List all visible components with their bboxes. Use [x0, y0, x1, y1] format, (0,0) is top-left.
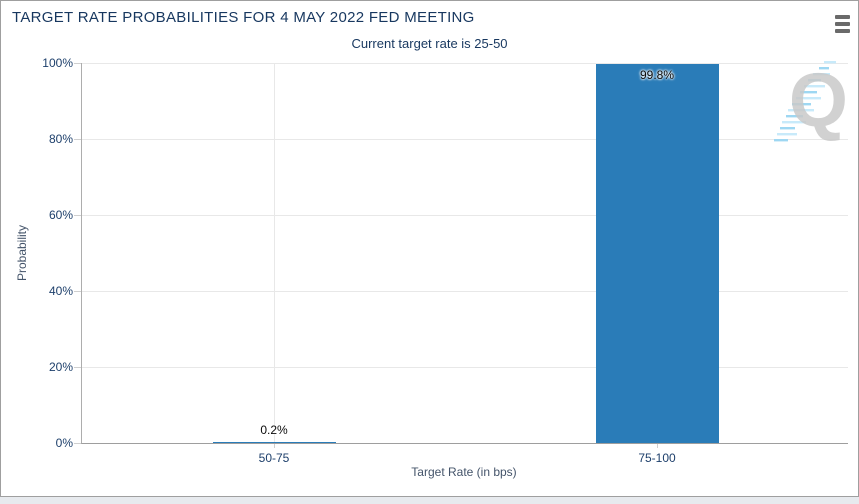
hamburger-menu-icon — [835, 22, 850, 26]
gridline-horizontal — [82, 63, 848, 64]
y-axis-tick-label: 60% — [48, 208, 73, 222]
bar-value-label: 99.8% — [639, 68, 675, 82]
x-axis-tick-label: 50-75 — [258, 451, 290, 465]
chart-bar[interactable] — [596, 64, 719, 443]
bar-value-label: 0.2% — [260, 423, 288, 437]
y-axis-tick-label: 80% — [48, 132, 73, 146]
gridline-horizontal — [82, 215, 848, 216]
y-axis-tick-label: 40% — [48, 284, 73, 298]
y-axis-tick-label: 0% — [55, 436, 73, 450]
hamburger-menu-icon — [835, 15, 850, 19]
y-axis-tick — [74, 291, 81, 292]
gridline-horizontal — [82, 291, 848, 292]
y-axis-tick — [74, 443, 81, 444]
x-axis-tick — [274, 444, 275, 448]
gridline-horizontal — [82, 139, 848, 140]
x-axis-tick-label: 75-100 — [638, 451, 676, 465]
chart-title: TARGET RATE PROBABILITIES FOR 4 MAY 2022… — [12, 9, 475, 26]
chart-bar[interactable] — [213, 442, 336, 443]
gridline-horizontal — [82, 367, 848, 368]
y-axis-tick — [74, 367, 81, 368]
chart-subtitle: Current target rate is 25-50 — [351, 36, 508, 51]
hamburger-menu-icon — [835, 29, 850, 33]
x-axis-title: Target Rate (in bps) — [411, 465, 517, 479]
y-axis-tick — [74, 63, 81, 64]
y-axis-tick-label: 20% — [48, 360, 73, 374]
y-axis-tick — [74, 215, 81, 216]
gridline-vertical — [274, 63, 275, 443]
chart-menu-button[interactable] — [831, 14, 851, 34]
y-axis-tick-label: 100% — [42, 56, 73, 70]
y-axis-tick — [74, 139, 81, 140]
y-axis-title: Probability — [15, 224, 29, 282]
plot-area: 0% 20% 40% 60% 80% 100% 0.2% 50-75 99.8% 75-100 — [42, 56, 848, 465]
x-axis-tick — [657, 444, 658, 448]
